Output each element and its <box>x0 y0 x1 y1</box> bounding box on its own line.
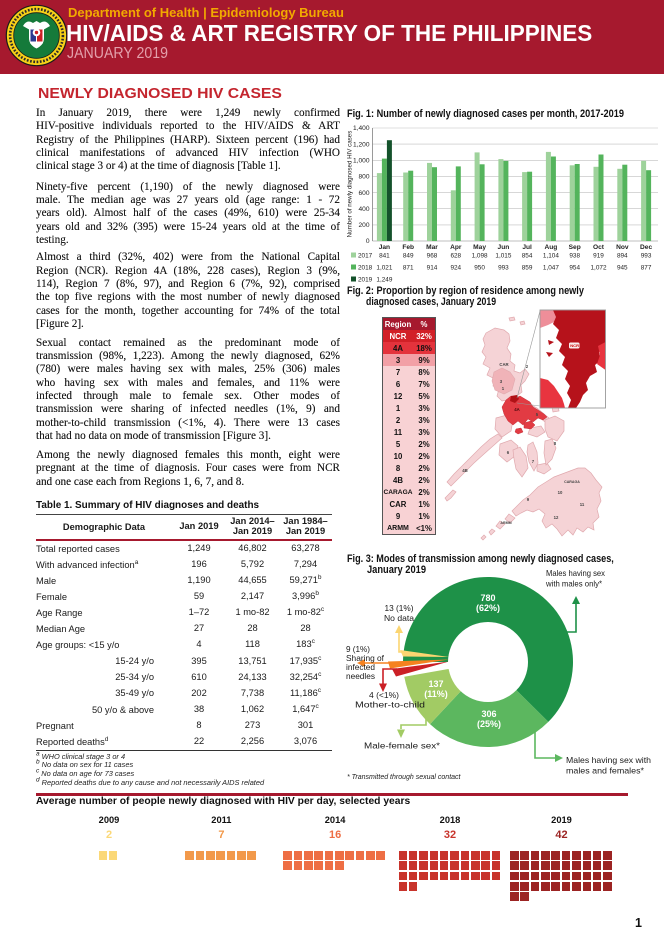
svg-text:871: 871 <box>403 265 414 272</box>
svg-text:Dec: Dec <box>640 244 652 251</box>
svg-text:Males having sex with: Males having sex with <box>566 755 651 765</box>
svg-text:1,098: 1,098 <box>472 253 488 260</box>
svg-text:200: 200 <box>358 222 369 229</box>
svg-text:968: 968 <box>427 253 438 260</box>
svg-text:Apr: Apr <box>450 244 462 251</box>
svg-text:4 (<1%): 4 (<1%) <box>369 690 399 700</box>
svg-text:11: 11 <box>580 502 585 507</box>
svg-text:infected: infected <box>346 662 375 672</box>
svg-text:800: 800 <box>358 174 369 181</box>
svg-text:Jun: Jun <box>498 244 510 251</box>
svg-text:Male-female sex*: Male-female sex* <box>364 741 441 751</box>
svg-text:628: 628 <box>450 253 461 260</box>
svg-text:780: 780 <box>480 593 495 603</box>
svg-text:859: 859 <box>522 265 533 272</box>
svg-text:1,000: 1,000 <box>353 158 370 165</box>
svg-text:945: 945 <box>617 265 628 272</box>
svg-text:7: 7 <box>532 459 535 464</box>
svg-text:4A: 4A <box>514 407 520 412</box>
svg-text:306: 306 <box>481 709 496 719</box>
svg-text:919: 919 <box>593 253 604 260</box>
svg-text:993: 993 <box>498 265 509 272</box>
svg-text:1,047: 1,047 <box>543 265 559 272</box>
svg-text:950: 950 <box>474 265 485 272</box>
svg-text:1,400: 1,400 <box>353 125 370 132</box>
svg-text:137: 137 <box>428 679 443 689</box>
svg-text:914: 914 <box>427 265 438 272</box>
svg-text:894: 894 <box>617 253 628 260</box>
svg-text:Sharing of: Sharing of <box>346 653 385 663</box>
svg-text:600: 600 <box>358 190 369 197</box>
svg-text:Number of newly diagnosed HIV: Number of newly diagnosed HIV cases <box>347 131 354 238</box>
svg-text:877: 877 <box>641 265 652 272</box>
svg-text:854: 854 <box>522 253 533 260</box>
svg-text:Males having sex: Males having sex <box>546 568 606 578</box>
svg-text:(25%): (25%) <box>477 719 501 729</box>
svg-text:6: 6 <box>507 450 510 455</box>
svg-text:CARAGA: CARAGA <box>564 480 580 484</box>
svg-text:males and females*: males and females* <box>566 766 645 776</box>
svg-text:Jul: Jul <box>522 244 532 251</box>
svg-text:Mar: Mar <box>426 244 438 251</box>
svg-text:1,200: 1,200 <box>353 141 370 148</box>
svg-text:CAR: CAR <box>499 362 509 367</box>
svg-text:938: 938 <box>569 253 580 260</box>
svg-text:* Transmitted through sexual c: * Transmitted through sexual contact <box>347 774 462 781</box>
svg-text:May: May <box>473 244 486 251</box>
svg-text:1,104: 1,104 <box>543 253 559 260</box>
svg-text:9 (1%): 9 (1%) <box>346 644 370 654</box>
svg-text:4B: 4B <box>462 468 468 473</box>
svg-text:3: 3 <box>500 379 503 384</box>
svg-text:Sep: Sep <box>569 244 581 251</box>
svg-text:1,021: 1,021 <box>376 265 392 272</box>
svg-text:ARMM: ARMM <box>500 521 511 525</box>
svg-text:12: 12 <box>554 515 559 520</box>
svg-text:849: 849 <box>403 253 414 260</box>
svg-text:13 (1%): 13 (1%) <box>385 603 414 613</box>
svg-text:993: 993 <box>641 253 652 260</box>
svg-text:No data: No data <box>384 613 414 623</box>
svg-text:0: 0 <box>366 238 370 245</box>
svg-text:5: 5 <box>536 412 539 417</box>
svg-text:954: 954 <box>569 265 580 272</box>
svg-text:Oct: Oct <box>593 244 605 251</box>
svg-text:1,015: 1,015 <box>495 253 511 260</box>
svg-text:1,249: 1,249 <box>376 277 392 284</box>
svg-text:9: 9 <box>527 497 530 502</box>
svg-text:with males only*: with males only* <box>545 579 603 589</box>
svg-text:10: 10 <box>558 490 563 495</box>
svg-text:924: 924 <box>450 265 461 272</box>
svg-text:1: 1 <box>502 386 505 391</box>
svg-text:400: 400 <box>358 206 369 213</box>
svg-text:8: 8 <box>554 441 557 446</box>
svg-text:Jan: Jan <box>379 244 390 251</box>
svg-text:2019: 2019 <box>358 277 373 284</box>
svg-text:Feb: Feb <box>402 244 414 251</box>
svg-text:Aug: Aug <box>544 244 557 251</box>
svg-text:needles: needles <box>346 671 375 681</box>
svg-text:(62%): (62%) <box>476 603 500 613</box>
svg-text:Nov: Nov <box>616 244 629 251</box>
svg-text:2: 2 <box>526 364 529 369</box>
svg-text:2018: 2018 <box>358 265 373 272</box>
svg-text:NCR: NCR <box>570 343 579 348</box>
svg-text:1,072: 1,072 <box>591 265 607 272</box>
svg-text:841: 841 <box>379 253 390 260</box>
svg-text:2017: 2017 <box>358 253 373 260</box>
svg-text:(11%): (11%) <box>424 689 448 699</box>
svg-text:Mother-to-child: Mother-to-child <box>355 700 425 710</box>
